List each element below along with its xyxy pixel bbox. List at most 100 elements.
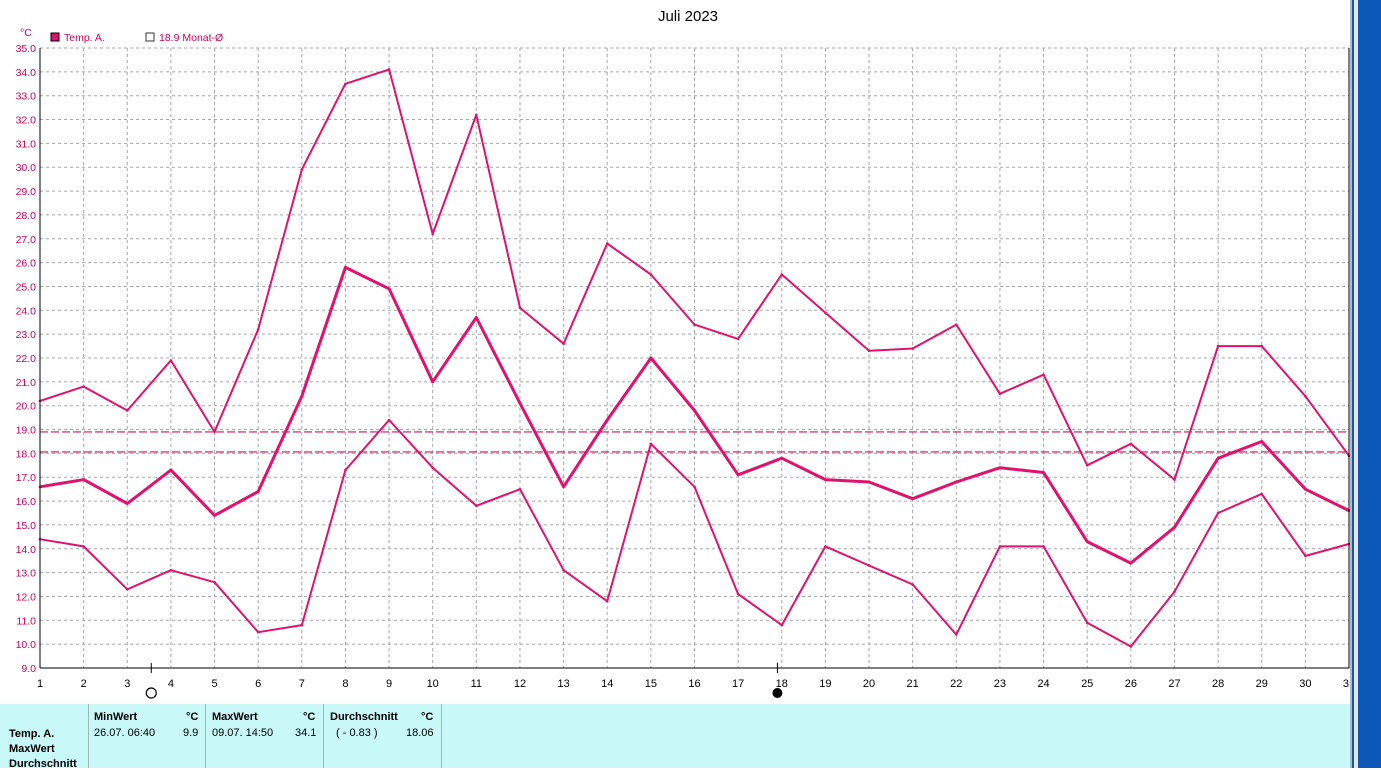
row-label-avg: Durchschnitt (9, 758, 77, 770)
chart-title: Juli 2023 (658, 8, 718, 25)
max-unit: °C (303, 711, 316, 723)
data-point-min (955, 633, 958, 636)
moon-phases (145, 663, 783, 699)
x-tick-label: 24 (1037, 678, 1049, 690)
legend-label: Temp. A. (64, 32, 105, 44)
data-point-max (213, 430, 216, 434)
y-tick-label: 29.0 (16, 186, 37, 198)
new-moon-icon (772, 688, 783, 698)
data-point-max (562, 342, 565, 345)
data-point-max (736, 337, 740, 341)
y-tick-label: 16.0 (16, 496, 37, 508)
data-point-max (780, 273, 784, 276)
data-point-min (300, 623, 304, 627)
y-tick-label: 13.0 (16, 568, 37, 580)
data-point-mean (1304, 487, 1307, 491)
y-tick-label: 27.0 (16, 234, 37, 246)
x-tick-label: 25 (1081, 678, 1093, 690)
y-tick-label: 20.0 (16, 401, 37, 413)
min-datetime: 26.07. 06:40 (94, 727, 156, 739)
data-point-min (1304, 554, 1307, 558)
data-point-mean (1129, 561, 1133, 565)
x-tick-label: 15 (645, 678, 657, 690)
data-point-min (475, 504, 478, 508)
x-tick-label: 7 (299, 678, 305, 690)
data-point-mean (475, 316, 478, 319)
data-point-mean (824, 478, 827, 481)
y-tick-label: 21.0 (16, 377, 37, 389)
data-point-max (1304, 394, 1307, 398)
data-point-mean (344, 266, 347, 269)
data-point-mean (387, 287, 391, 291)
y-tick-label: 18.0 (16, 448, 37, 460)
data-point-min (518, 487, 522, 491)
max-header: MaxWert (212, 711, 258, 723)
data-point-mean (1260, 440, 1264, 443)
x-tick-label: 20 (863, 678, 875, 690)
temperature-chart: 9.0 10.0 11.0 12.0 13.0 14.0 15.0 16.0 17.0 18.0 1… (16, 8, 1350, 699)
data-point-max (1129, 442, 1133, 446)
data-point-max (1042, 373, 1045, 376)
x-tick-label: 18 (776, 678, 788, 690)
avg-unit: °C (421, 711, 434, 723)
data-point-max (125, 409, 129, 412)
y-tick-label: 35.0 (16, 43, 37, 55)
x-tick-label: 27 (1168, 678, 1180, 690)
x-tick-label: 13 (557, 678, 569, 690)
data-point-min (824, 545, 827, 548)
y-tick-label: 25.0 (16, 281, 37, 293)
avg-header: Durchschnitt (330, 711, 398, 723)
data-point-min (344, 468, 347, 472)
y-tick-label: 9.0 (21, 663, 36, 675)
x-tick-label: 9 (386, 678, 392, 690)
y-tick-label: 11.0 (16, 615, 36, 627)
row-label-temp: Temp. A. (9, 728, 55, 740)
max-datetime: 09.07. 14:50 (212, 727, 274, 739)
legend: Temp. A. 18.9 Monat-Ø (50, 32, 223, 44)
summary-panel: Temp. A. MaxWert Durchschnitt MinWert °C… (0, 704, 1350, 770)
max-value: 34.1 (295, 727, 317, 739)
y-tick-label: 23.0 (16, 329, 37, 341)
x-tick-label: 29 (1256, 678, 1268, 690)
y-tick-label: 24.0 (16, 305, 37, 317)
data-point-min (562, 568, 565, 572)
data-point-max (911, 347, 914, 350)
data-point-max (475, 113, 478, 117)
y-tick-label: 19.0 (16, 425, 37, 437)
x-tick-label: 19 (819, 678, 831, 690)
x-tick-label: 22 (950, 678, 962, 690)
x-tick-label: 4 (168, 678, 174, 690)
data-point-mean (562, 485, 565, 489)
avg-value: 18.06 (406, 727, 434, 739)
y-tick-label: 17.0 (16, 472, 37, 484)
data-point-min (998, 545, 1002, 548)
full-moon-icon (145, 687, 157, 699)
data-point-mean (911, 497, 914, 500)
data-point-max (867, 349, 871, 353)
reference-lines (40, 431, 1349, 453)
row-label-max: MaxWert (9, 743, 55, 755)
data-point-max (1260, 344, 1264, 348)
data-point-max (824, 311, 827, 314)
x-tick-label: 8 (342, 678, 348, 690)
data-point-min (1216, 511, 1220, 515)
y-tick-label: 10.0 (16, 639, 37, 651)
x-tick-label: 17 (732, 678, 744, 690)
data-point-mean (82, 478, 85, 481)
data-point-max (955, 323, 958, 326)
data-point-mean (955, 480, 958, 484)
data-point-mean (736, 473, 740, 477)
data-point-mean (431, 380, 435, 384)
data-point-mean (213, 514, 216, 517)
data-point-mean (1042, 471, 1045, 474)
data-point-min (169, 568, 173, 572)
x-tick-label: 11 (471, 678, 482, 690)
data-point-min (256, 630, 260, 634)
avg-delta: ( - 0.83 ) (336, 727, 378, 739)
data-point-min (1260, 492, 1264, 496)
data-point-min (780, 623, 784, 627)
data-point-max (518, 306, 522, 310)
x-tick-label: 12 (514, 678, 526, 690)
y-unit-label: °C (20, 27, 32, 39)
data-point-min (82, 545, 85, 548)
